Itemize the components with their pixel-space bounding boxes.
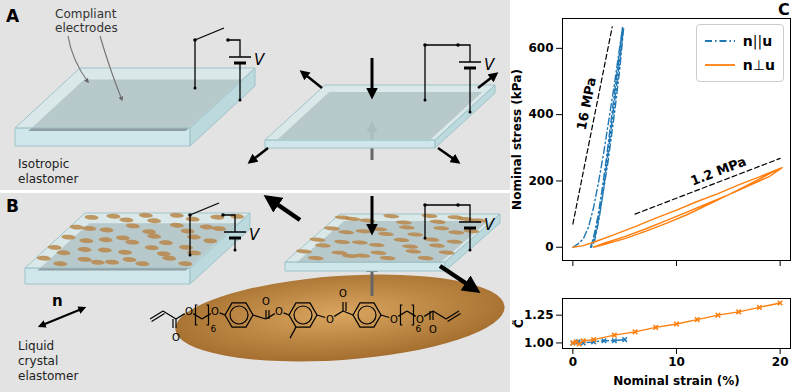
- svg-text:6: 6: [211, 324, 217, 334]
- svg-text:O: O: [429, 324, 437, 335]
- svg-text:O: O: [326, 314, 334, 325]
- svg-text:O: O: [262, 296, 270, 307]
- svg-text:400: 400: [528, 107, 553, 121]
- svg-text:1.25: 1.25: [524, 308, 554, 322]
- svg-text:V: V: [484, 216, 496, 234]
- svg-text:Isotropic: Isotropic: [18, 157, 69, 171]
- svg-text:V: V: [484, 56, 496, 74]
- svg-text:V: V: [249, 226, 261, 244]
- svg-text:O: O: [185, 306, 193, 317]
- svg-text:Compliant: Compliant: [55, 7, 117, 21]
- svg-text:20: 20: [772, 355, 789, 369]
- svg-text:O: O: [416, 314, 424, 325]
- html-text:C: C: [778, 0, 790, 19]
- svg-text:0: 0: [569, 355, 577, 369]
- svg-text:Nominal strain (%): Nominal strain (%): [613, 374, 740, 388]
- svg-text:B: B: [6, 196, 19, 216]
- svg-text:A: A: [6, 6, 20, 26]
- svg-text:O: O: [275, 306, 283, 317]
- svg-text:n: n: [52, 292, 63, 310]
- svg-text:V: V: [254, 51, 266, 69]
- svg-text:Liquid: Liquid: [18, 339, 54, 353]
- svg-text:600: 600: [528, 41, 553, 55]
- svg-text:1.00: 1.00: [524, 336, 554, 350]
- svg-text:electrodes: electrodes: [55, 21, 118, 35]
- svg-text:crystal: crystal: [18, 354, 58, 368]
- svg-text:1.2 MPa: 1.2 MPa: [688, 154, 748, 189]
- svg-text:C̃: C̃: [512, 319, 526, 328]
- svg-text:O: O: [390, 314, 398, 325]
- svg-text:Nominal stress (kPa): Nominal stress (kPa): [510, 69, 524, 210]
- svg-text:0: 0: [545, 240, 553, 254]
- svg-text:10: 10: [668, 355, 685, 369]
- html-text:n ⊥ u: n ⊥ u: [742, 57, 775, 73]
- html-text:n | | u: n | | u: [742, 33, 773, 49]
- svg-text:elastomer: elastomer: [18, 172, 78, 186]
- svg-text:elastomer: elastomer: [18, 369, 78, 383]
- svg-text:6: 6: [416, 324, 422, 334]
- svg-text:200: 200: [528, 174, 553, 188]
- svg-text:16 MPa: 16 MPa: [574, 76, 599, 131]
- svg-text:O: O: [211, 306, 219, 317]
- svg-text:O: O: [339, 288, 347, 299]
- svg-text:O: O: [172, 332, 180, 343]
